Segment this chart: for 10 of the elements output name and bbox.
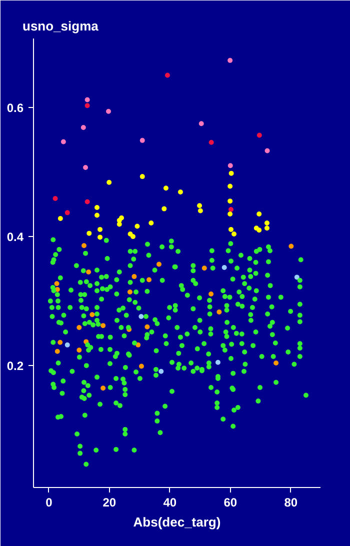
y-tick-label: 0.2 <box>6 359 24 374</box>
y-axis-title: usno_sigma <box>22 18 100 34</box>
x-tick-label: 0 <box>46 496 53 510</box>
x-tick-label: 80 <box>284 496 298 510</box>
x-tick-label: 20 <box>102 496 116 510</box>
x-tick-label: 40 <box>163 496 177 510</box>
x-axis-title: Abs(dec_targ) <box>133 514 221 530</box>
y-tick-label: 0.4 <box>6 230 24 244</box>
x-tick-label: 60 <box>224 496 238 510</box>
y-tick-label: 0.6 <box>6 101 24 116</box>
